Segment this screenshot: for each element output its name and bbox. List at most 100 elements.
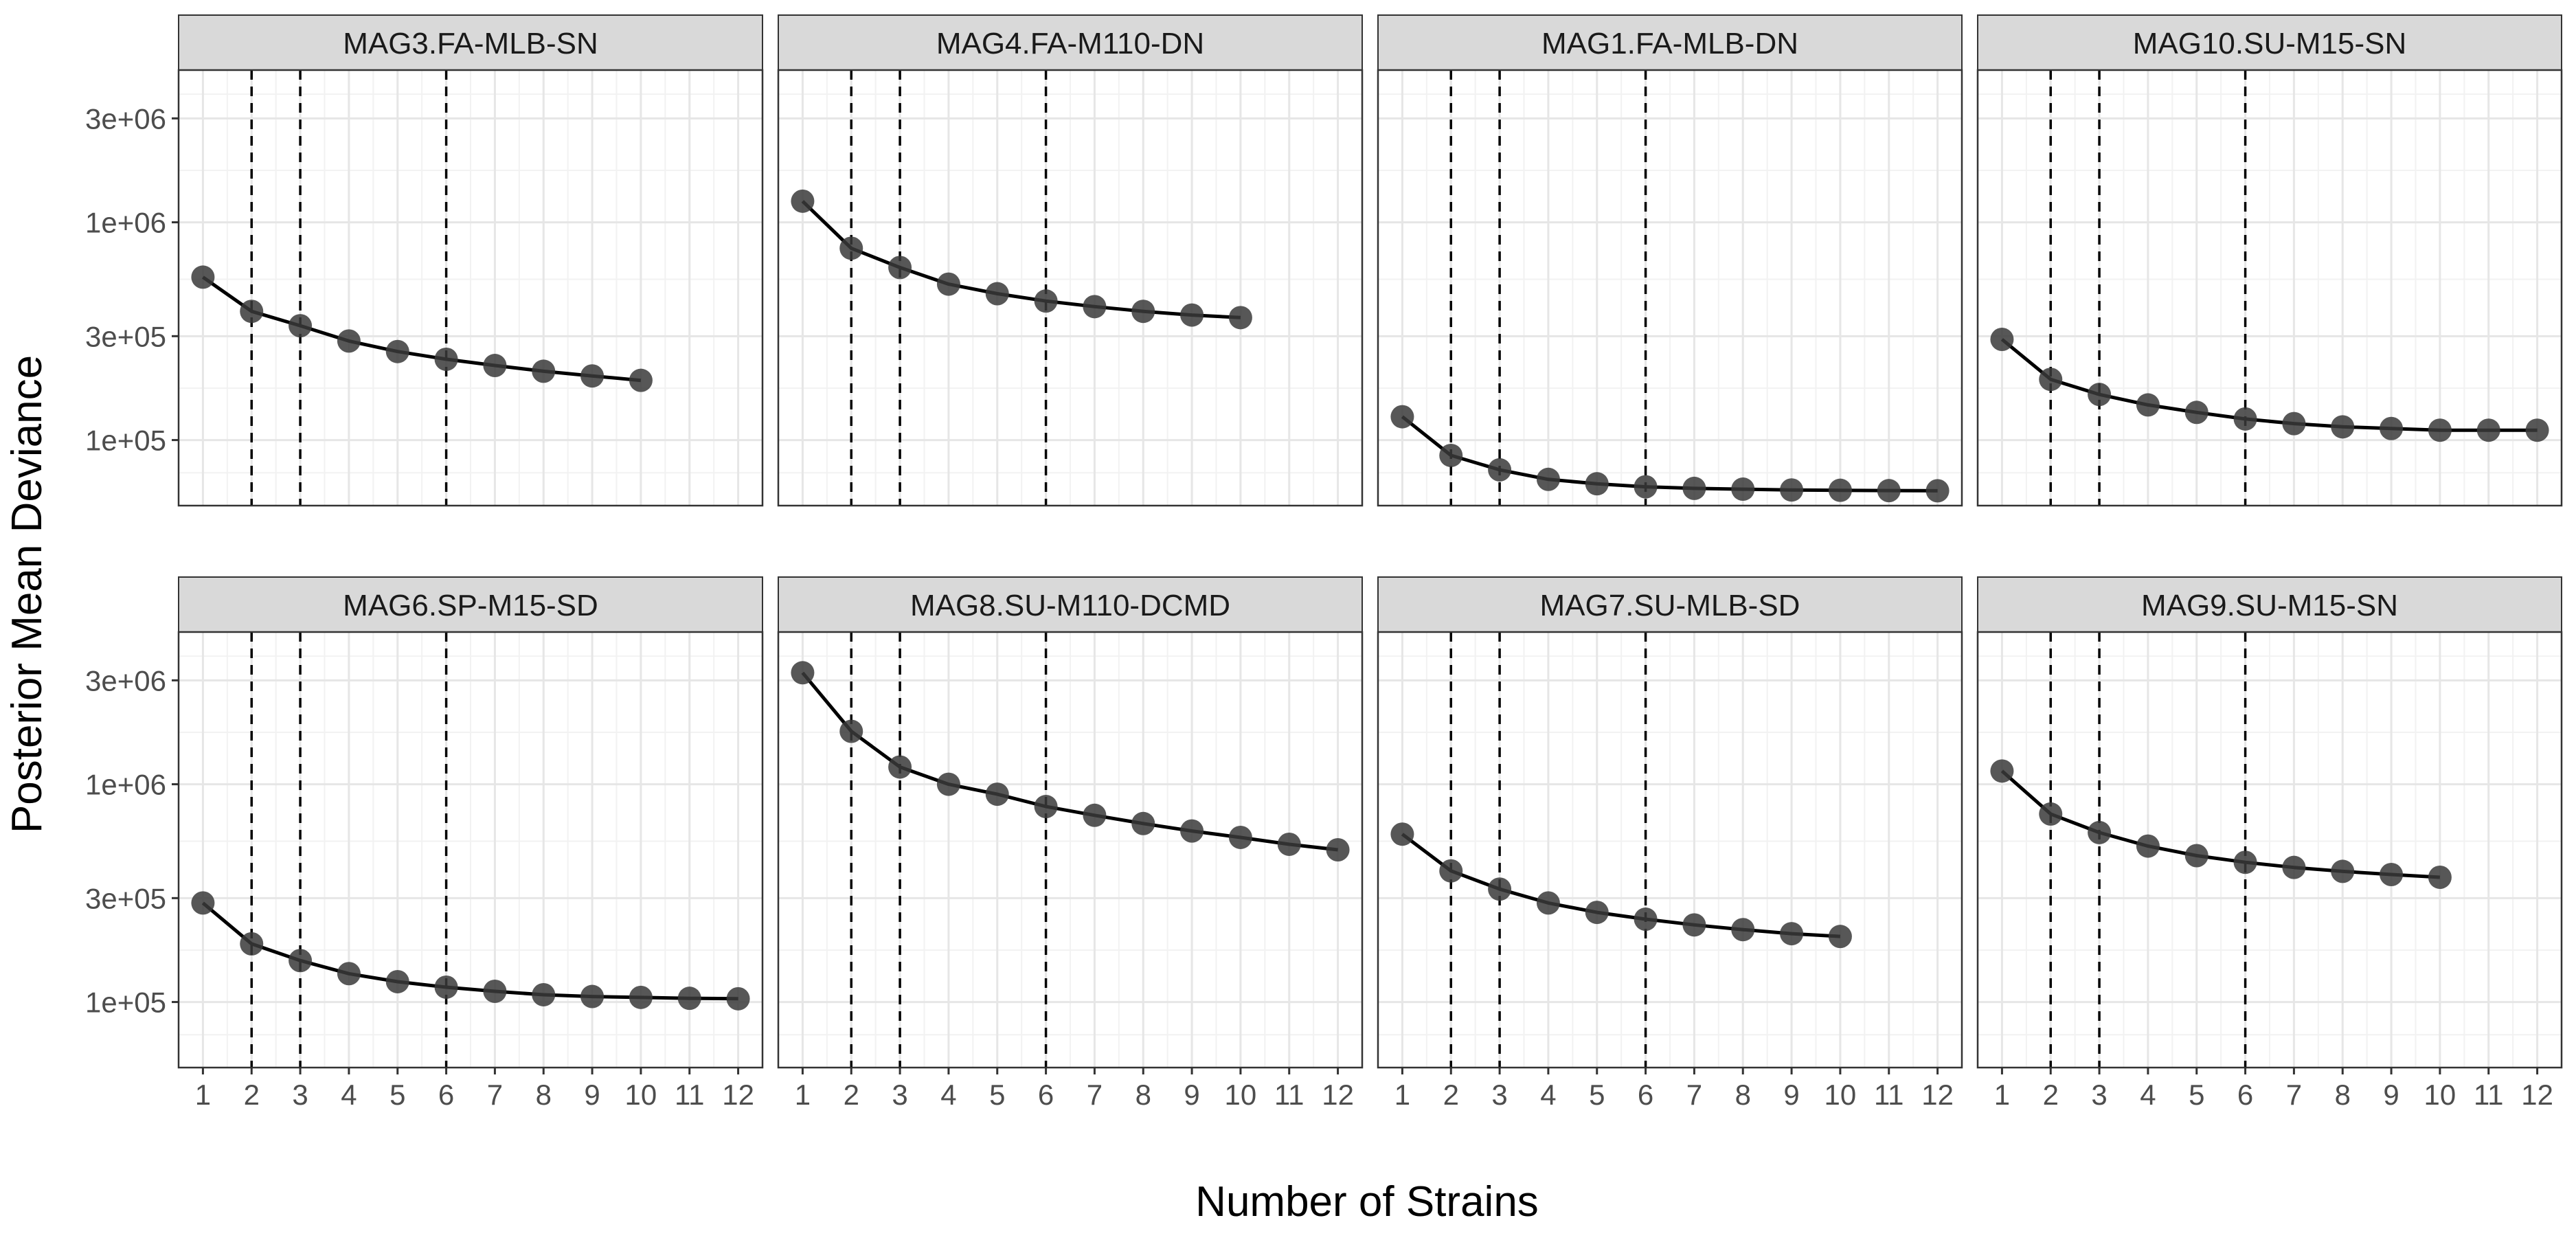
- data-point: [191, 265, 215, 289]
- data-point: [2088, 820, 2112, 844]
- data-point: [2428, 865, 2452, 889]
- data-point: [985, 782, 1009, 807]
- data-point: [1131, 300, 1155, 324]
- data-point: [2039, 802, 2063, 826]
- x-tick-label: 5: [2189, 1079, 2204, 1111]
- facet-strip-label: MAG8.SU-M110-DCMD: [910, 589, 1230, 622]
- x-tick-label: 7: [487, 1079, 503, 1111]
- y-tick-label: 3e+06: [85, 664, 166, 697]
- x-tick-label: 11: [1874, 1079, 1904, 1111]
- data-point: [791, 189, 815, 213]
- data-point: [1034, 795, 1058, 819]
- x-tick-label: 9: [1184, 1079, 1199, 1111]
- data-point: [2331, 415, 2355, 439]
- data-point: [532, 982, 556, 1006]
- data-point: [1682, 476, 1706, 500]
- x-tick-label: 10: [1225, 1079, 1257, 1111]
- panel-border: [1377, 631, 1963, 1069]
- data-point: [1034, 289, 1058, 313]
- x-tick-label: 5: [389, 1079, 405, 1111]
- panel-border: [1377, 69, 1963, 507]
- data-point: [1180, 819, 1204, 843]
- x-tick-label: 1: [1394, 1079, 1410, 1111]
- x-axis-title: Number of Strains: [1195, 1178, 1539, 1226]
- x-tick-label: 12: [1921, 1079, 1954, 1111]
- data-point: [2331, 859, 2355, 883]
- data-point: [888, 755, 912, 779]
- x-tick-label: 8: [1735, 1079, 1751, 1111]
- data-point: [936, 772, 960, 796]
- data-point: [2088, 383, 2112, 407]
- panel-border: [777, 69, 1364, 507]
- panel-border: [177, 631, 764, 1069]
- panel-border: [777, 631, 1364, 1069]
- data-point: [289, 314, 313, 338]
- panels-layer: MAG3.FA-MLB-SN 1e+05 3e+05 1e+06 3e+06 MAG4.F…: [85, 14, 2563, 1111]
- facet-strip-label: MAG1.FA-MLB-DN: [1541, 27, 1798, 60]
- data-point: [1131, 811, 1155, 835]
- x-tick-label: 4: [1540, 1079, 1556, 1111]
- data-point: [2136, 834, 2160, 858]
- data-point: [1439, 859, 1463, 883]
- x-tick-label: 8: [2335, 1079, 2351, 1111]
- data-point: [1488, 877, 1512, 901]
- data-point: [1780, 922, 1804, 946]
- facet-strip: [778, 14, 1363, 71]
- data-point: [1585, 472, 1609, 496]
- data-point: [1925, 479, 1950, 503]
- x-tick-label: 8: [536, 1079, 552, 1111]
- facet-panel: MAG9.SU-M15-SN1 2 3 4 5 6 7 8 9 10 11 12: [1976, 576, 2563, 1111]
- data-point: [1083, 803, 1107, 827]
- data-point: [629, 368, 653, 392]
- data-point: [337, 329, 361, 353]
- x-tick-label: 2: [2043, 1079, 2059, 1111]
- data-point: [1326, 838, 1350, 861]
- x-tick-label: 9: [584, 1079, 600, 1111]
- x-tick-label: 6: [438, 1079, 454, 1111]
- y-tick-label: 1e+05: [85, 987, 166, 1019]
- data-point: [2136, 393, 2160, 417]
- data-point: [580, 984, 605, 1008]
- data-point: [1780, 478, 1804, 502]
- data-point: [2233, 407, 2257, 431]
- data-point: [1180, 303, 1204, 327]
- data-point: [2428, 418, 2452, 442]
- facet-strip-label: MAG3.FA-MLB-SN: [343, 27, 598, 60]
- x-tick-label: 12: [722, 1079, 754, 1111]
- facet-strip: [1377, 14, 1963, 71]
- data-point: [2476, 418, 2500, 442]
- data-point: [1277, 832, 1301, 856]
- data-point: [385, 339, 409, 363]
- x-tick-label: 10: [2424, 1079, 2456, 1111]
- x-tick-label: 8: [1136, 1079, 1151, 1111]
- facet-panel: MAG4.FA-M110-DN: [777, 14, 1364, 507]
- panel-border: [1976, 631, 2563, 1069]
- y-tick-label: 1e+06: [85, 769, 166, 801]
- data-point: [191, 891, 215, 915]
- x-tick-label: 6: [2237, 1079, 2253, 1111]
- data-point: [1731, 918, 1755, 942]
- x-tick-label: 1: [795, 1079, 811, 1111]
- data-point: [1439, 443, 1463, 467]
- x-tick-label: 1: [195, 1079, 211, 1111]
- y-tick-label: 3e+05: [85, 882, 166, 914]
- data-point: [2039, 368, 2063, 392]
- data-point: [677, 987, 701, 1011]
- data-point: [532, 359, 556, 383]
- data-point: [2380, 416, 2404, 440]
- facet-panel: MAG10.SU-M15-SN: [1976, 14, 2563, 507]
- data-point: [726, 987, 750, 1011]
- x-tick-label: 6: [1038, 1079, 1054, 1111]
- x-tick-label: 2: [1443, 1079, 1459, 1111]
- data-point: [1828, 925, 1852, 949]
- data-point: [289, 949, 313, 973]
- data-point: [791, 661, 815, 685]
- x-tick-label: 1: [1994, 1079, 2010, 1111]
- facet-strip: [178, 14, 763, 71]
- data-point: [1828, 478, 1852, 502]
- data-point: [2282, 412, 2306, 436]
- data-point: [1634, 908, 1658, 932]
- facet-strip: [178, 576, 763, 633]
